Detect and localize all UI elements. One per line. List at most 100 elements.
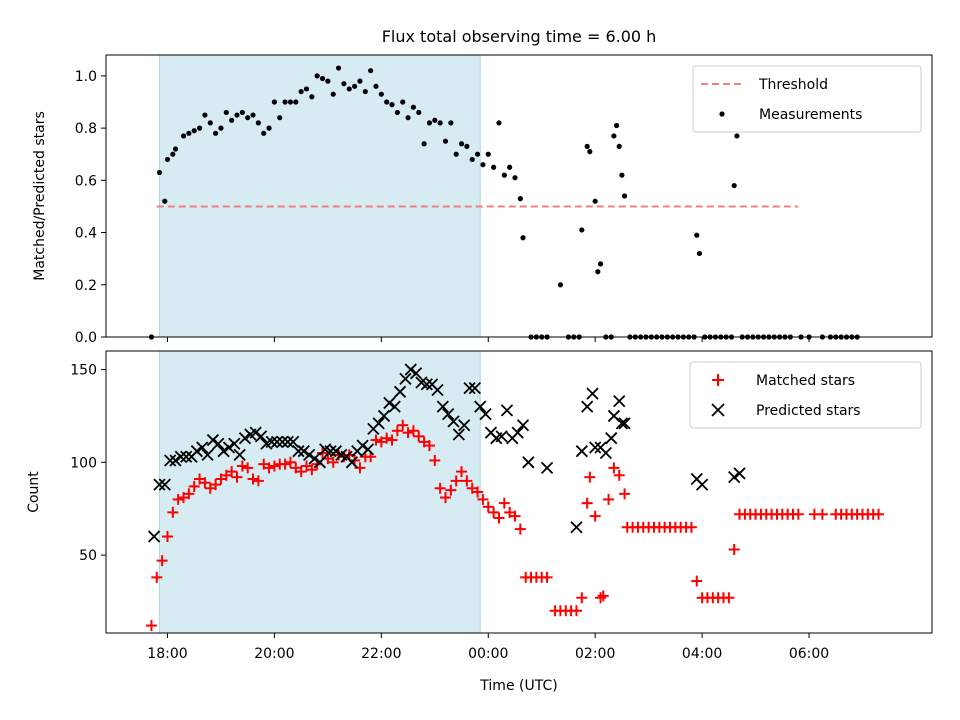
measurement-point xyxy=(164,156,171,163)
matched-star-point xyxy=(247,473,259,485)
measurement-point xyxy=(384,99,390,105)
chart-title: Flux total observing time = 6.00 h xyxy=(382,27,657,46)
predicted-star-point xyxy=(474,400,487,413)
predicted-star-point xyxy=(164,454,177,467)
matched-star-point xyxy=(541,571,553,583)
predicted-star-point xyxy=(313,456,326,469)
legend-measurements-swatch xyxy=(719,111,725,117)
bottom-observing-window-shade xyxy=(158,350,481,634)
measurement-point xyxy=(303,86,310,92)
measurement-point xyxy=(191,128,197,134)
bottom-plot-frame xyxy=(105,350,933,634)
xtick-label: 00:00 xyxy=(468,646,508,662)
xtick-label: 22:00 xyxy=(361,646,401,662)
bottom-ytick-label: 150 xyxy=(70,363,97,379)
predicted-star-point xyxy=(420,378,433,391)
matched-star-point xyxy=(263,462,275,474)
top-shade-rect xyxy=(158,54,481,338)
measurement-point xyxy=(496,120,502,126)
measurement-point xyxy=(696,250,703,257)
measurement-point xyxy=(480,162,486,168)
predicted-stars-series xyxy=(147,363,746,543)
matched-star-point xyxy=(450,475,462,487)
measurement-point xyxy=(426,120,433,126)
legend-threshold-label: Threshold xyxy=(758,77,828,93)
matched-star-point xyxy=(327,456,339,468)
matched-star-point xyxy=(584,471,596,483)
measurement-point xyxy=(448,120,454,126)
top-ytick-label: 0.6 xyxy=(75,173,97,189)
predicted-star-point xyxy=(399,372,412,385)
matched-star-point xyxy=(608,462,620,474)
bottom-legend-box xyxy=(689,361,922,429)
measurement-point xyxy=(464,143,470,149)
predicted-star-point xyxy=(581,400,594,413)
matched-star-point xyxy=(295,466,307,478)
measurement-point xyxy=(239,109,245,116)
legend-predicted-label: Predicted stars xyxy=(756,403,861,419)
predicted-star-point xyxy=(276,435,289,449)
matched-star-point xyxy=(723,592,735,604)
matched-star-point xyxy=(498,497,510,509)
measurement-point xyxy=(410,104,417,110)
bottom-legend: Matched stars Predicted stars xyxy=(689,361,922,429)
measurement-point xyxy=(611,133,617,139)
measurement-point xyxy=(619,172,625,178)
measurement-point xyxy=(389,102,395,108)
measurement-point xyxy=(501,172,507,178)
xtick-label: 02:00 xyxy=(575,646,615,662)
measurement-point xyxy=(202,112,208,118)
matched-star-point xyxy=(167,506,179,518)
predicted-star-point xyxy=(511,426,524,439)
predicted-star-point xyxy=(452,428,465,441)
predicted-star-point xyxy=(222,441,236,454)
measurement-point xyxy=(453,151,459,157)
matched-star-point xyxy=(728,544,740,556)
top-observing-window-shade xyxy=(158,54,481,338)
predicted-star-point xyxy=(270,435,284,449)
matched-star-point xyxy=(456,466,468,478)
measurement-point xyxy=(266,125,272,131)
matched-star-point xyxy=(161,531,173,543)
measurement-point xyxy=(394,109,400,116)
predicted-star-point xyxy=(212,437,225,450)
bottom-y-axis-ticks: 50 100 150 xyxy=(70,363,106,564)
measurement-point xyxy=(234,112,240,118)
measurement-point xyxy=(416,109,422,116)
predicted-star-point xyxy=(196,441,209,454)
predicted-star-point xyxy=(345,456,359,469)
matched-star-point xyxy=(445,484,457,496)
bottom-x-axis-ticks: 18:00 20:00 22:00 00:00 02:00 04:00 06:00 xyxy=(147,633,829,662)
matched-star-point xyxy=(816,508,828,520)
matched-star-point xyxy=(429,454,441,466)
matched-star-point xyxy=(493,512,505,524)
xtick-label: 04:00 xyxy=(682,646,722,662)
measurement-point xyxy=(277,115,283,121)
measurement-point xyxy=(162,198,168,204)
matched-star-point xyxy=(183,488,195,500)
bottom-y-axis-label: Count xyxy=(26,471,42,513)
measurement-point xyxy=(352,83,358,89)
matched-star-point xyxy=(407,425,419,437)
measurement-point xyxy=(517,196,523,202)
predicted-star-point xyxy=(458,419,471,432)
top-legend-box xyxy=(692,65,922,133)
measurement-point xyxy=(293,99,299,105)
measurement-point xyxy=(579,227,585,233)
predicted-star-point xyxy=(522,456,535,469)
top-legend: Threshold Measurements xyxy=(692,65,922,133)
matched-star-point xyxy=(252,475,264,487)
matched-star-point xyxy=(685,521,697,533)
matched-star-point xyxy=(284,456,296,468)
top-ytick-label: 0.8 xyxy=(75,121,97,137)
measurement-point xyxy=(378,91,384,97)
predicted-star-point xyxy=(468,381,482,395)
predicted-star-point xyxy=(201,448,214,462)
measurement-point xyxy=(731,182,737,189)
predicted-star-point xyxy=(586,387,599,400)
matched-star-point xyxy=(461,475,473,487)
top-ytick-label: 0.0 xyxy=(75,330,97,346)
predicted-star-point xyxy=(613,394,626,408)
measurement-point xyxy=(421,141,427,147)
measurement-point xyxy=(319,75,326,82)
